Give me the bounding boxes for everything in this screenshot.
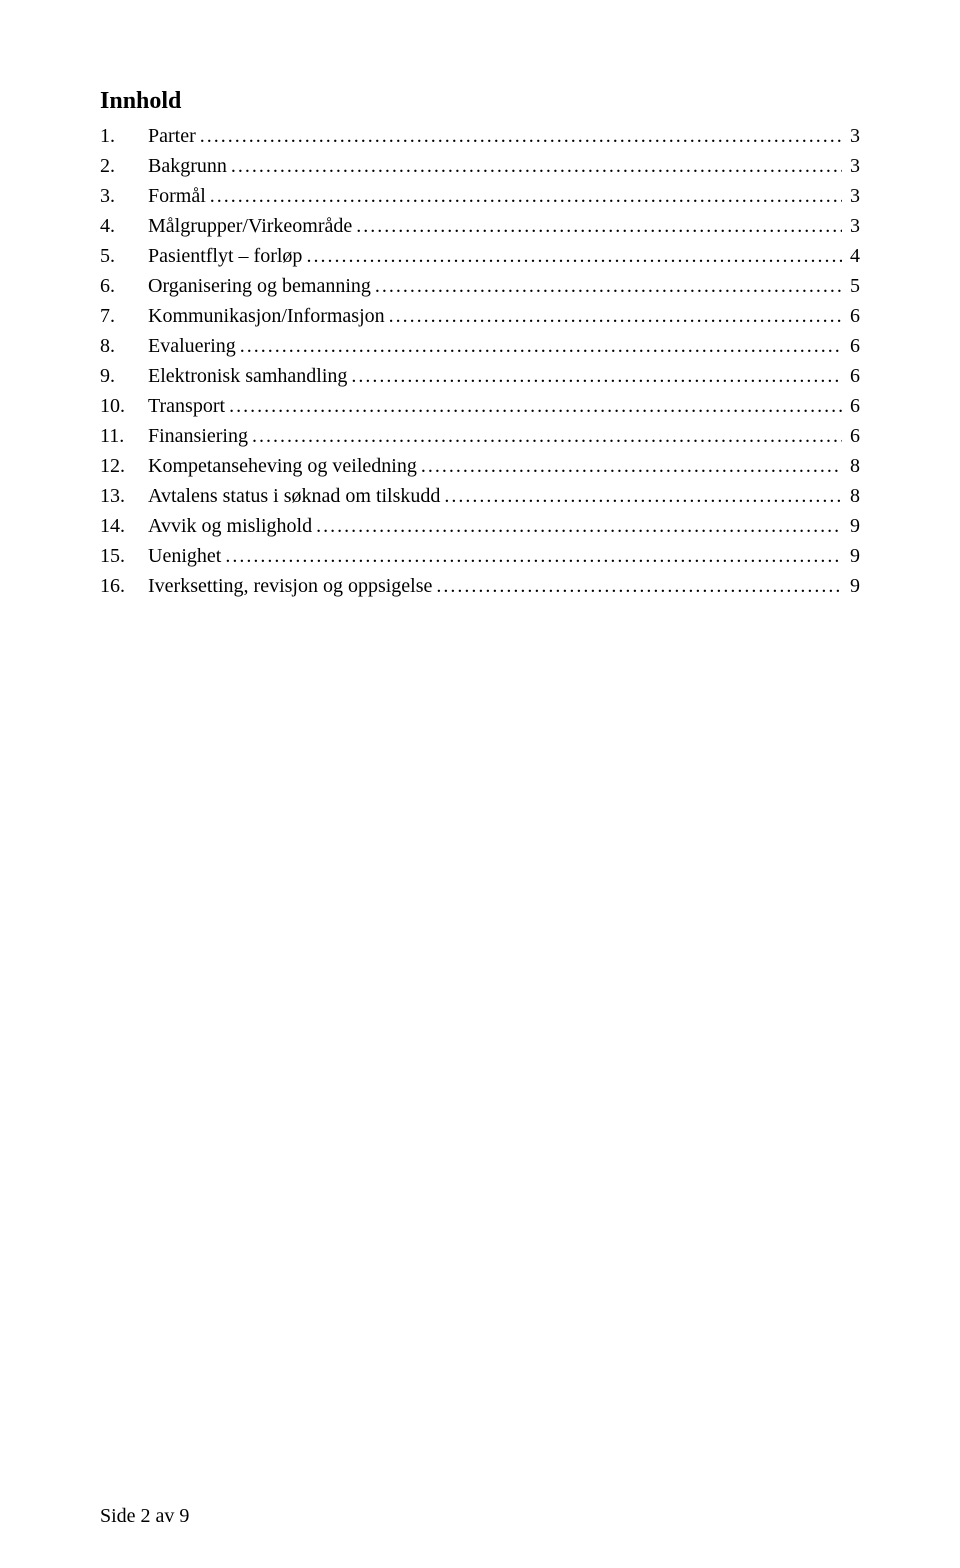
- toc-leader: [306, 241, 842, 271]
- toc-row: 16. Iverksetting, revisjon og oppsigelse…: [100, 571, 860, 601]
- toc-leader: [421, 451, 842, 481]
- toc-item-number: 9.: [100, 361, 148, 391]
- toc-item-page: 3: [846, 211, 860, 241]
- toc-row: 13. Avtalens status i søknad om tilskudd…: [100, 481, 860, 511]
- toc-leader: [231, 151, 842, 181]
- toc-leader: [436, 571, 842, 601]
- toc-item-page: 5: [846, 271, 860, 301]
- toc-row: 2. Bakgrunn 3: [100, 151, 860, 181]
- toc-row: 11. Finansiering 6: [100, 421, 860, 451]
- toc-leader: [375, 271, 842, 301]
- toc-item-page: 6: [846, 331, 860, 361]
- toc-item-number: 3.: [100, 181, 148, 211]
- toc-leader: [200, 121, 842, 151]
- toc-item-label: Finansiering: [148, 421, 248, 451]
- toc-item-page: 3: [846, 181, 860, 211]
- toc-row: 4. Målgrupper/Virkeområde 3: [100, 211, 860, 241]
- toc-item-page: 3: [846, 121, 860, 151]
- toc-item-number: 5.: [100, 241, 148, 271]
- toc-item-page: 9: [846, 541, 860, 571]
- toc-row: 10. Transport 6: [100, 391, 860, 421]
- toc-leader: [252, 421, 842, 451]
- toc-item-label: Kompetanseheving og veiledning: [148, 451, 417, 481]
- toc-item-label: Avvik og mislighold: [148, 511, 312, 541]
- toc-item-number: 10.: [100, 391, 148, 421]
- toc-item-number: 16.: [100, 571, 148, 601]
- toc-item-label: Formål: [148, 181, 206, 211]
- toc-item-page: 3: [846, 151, 860, 181]
- toc-item-page: 8: [846, 451, 860, 481]
- toc-item-page: 9: [846, 511, 860, 541]
- toc-item-page: 6: [846, 361, 860, 391]
- toc-item-number: 11.: [100, 421, 148, 451]
- toc-item-label: Avtalens status i søknad om tilskudd: [148, 481, 440, 511]
- toc-item-page: 9: [846, 571, 860, 601]
- toc-item-number: 15.: [100, 541, 148, 571]
- toc-row: 9. Elektronisk samhandling 6: [100, 361, 860, 391]
- toc-leader: [351, 361, 842, 391]
- toc-item-page: 6: [846, 301, 860, 331]
- toc-item-page: 4: [846, 241, 860, 271]
- toc-item-number: 8.: [100, 331, 148, 361]
- toc-leader: [210, 181, 842, 211]
- page-footer: Side 2 av 9: [100, 1505, 189, 1528]
- toc-row: 7. Kommunikasjon/Informasjon 6: [100, 301, 860, 331]
- toc-item-label: Iverksetting, revisjon og oppsigelse: [148, 571, 432, 601]
- toc-item-label: Bakgrunn: [148, 151, 227, 181]
- toc-item-label: Målgrupper/Virkeområde: [148, 211, 352, 241]
- toc-item-label: Kommunikasjon/Informasjon: [148, 301, 385, 331]
- toc-row: 15. Uenighet 9: [100, 541, 860, 571]
- toc-leader: [240, 331, 842, 361]
- toc-item-number: 14.: [100, 511, 148, 541]
- toc-item-label: Uenighet: [148, 541, 221, 571]
- toc-leader: [229, 391, 842, 421]
- toc-list: 1. Parter 3 2. Bakgrunn 3 3. Formål 3 4.…: [100, 121, 860, 601]
- toc-row: 1. Parter 3: [100, 121, 860, 151]
- toc-leader: [356, 211, 842, 241]
- toc-row: 5. Pasientflyt – forløp 4: [100, 241, 860, 271]
- toc-item-label: Parter: [148, 121, 196, 151]
- toc-item-label: Transport: [148, 391, 225, 421]
- toc-item-number: 2.: [100, 151, 148, 181]
- toc-item-number: 6.: [100, 271, 148, 301]
- toc-title: Innhold: [100, 88, 860, 115]
- toc-leader: [316, 511, 842, 541]
- toc-item-number: 4.: [100, 211, 148, 241]
- toc-row: 14. Avvik og mislighold 9: [100, 511, 860, 541]
- toc-item-page: 6: [846, 421, 860, 451]
- toc-leader: [225, 541, 842, 571]
- toc-item-label: Evaluering: [148, 331, 236, 361]
- toc-item-page: 8: [846, 481, 860, 511]
- toc-item-label: Pasientflyt – forløp: [148, 241, 302, 271]
- toc-row: 6. Organisering og bemanning 5: [100, 271, 860, 301]
- toc-row: 3. Formål 3: [100, 181, 860, 211]
- toc-item-number: 1.: [100, 121, 148, 151]
- toc-leader: [389, 301, 842, 331]
- toc-item-label: Elektronisk samhandling: [148, 361, 347, 391]
- page-content: Innhold 1. Parter 3 2. Bakgrunn 3 3. For…: [0, 0, 960, 601]
- toc-item-number: 13.: [100, 481, 148, 511]
- toc-leader: [444, 481, 842, 511]
- toc-row: 12. Kompetanseheving og veiledning 8: [100, 451, 860, 481]
- toc-item-page: 6: [846, 391, 860, 421]
- toc-item-label: Organisering og bemanning: [148, 271, 371, 301]
- toc-item-number: 12.: [100, 451, 148, 481]
- toc-item-number: 7.: [100, 301, 148, 331]
- toc-row: 8. Evaluering 6: [100, 331, 860, 361]
